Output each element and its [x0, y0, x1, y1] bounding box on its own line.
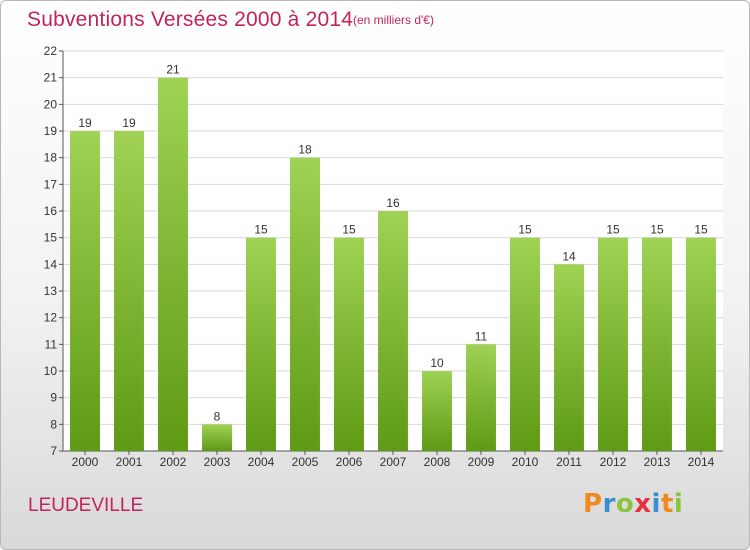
y-tick-label: 14: [44, 257, 58, 271]
x-tick-label: 2004: [248, 455, 275, 469]
y-tick-label: 19: [44, 124, 58, 138]
bar-2005: [290, 157, 320, 451]
data-label-2014: 15: [694, 223, 708, 237]
y-tick-label: 21: [44, 71, 58, 85]
data-label-2008: 10: [430, 356, 444, 370]
bar-2010: [510, 237, 540, 451]
logo-letter: o: [615, 489, 635, 519]
logo-letter: i: [651, 489, 661, 519]
y-tick-label: 8: [50, 417, 57, 431]
chart-subtitle: (en milliers d'€): [353, 13, 434, 27]
data-label-2005: 18: [298, 143, 312, 157]
data-label-2012: 15: [606, 223, 620, 237]
logo-letter: t: [660, 489, 674, 519]
x-tick-label: 2007: [380, 455, 407, 469]
y-tick-label: 11: [45, 337, 58, 351]
bar-2007: [378, 211, 408, 451]
x-tick-label: 2009: [468, 455, 495, 469]
data-label-2007: 16: [386, 196, 400, 210]
x-tick-label: 2013: [644, 455, 671, 469]
y-tick-label: 13: [44, 284, 58, 298]
x-tick-label: 2008: [424, 455, 451, 469]
data-label-2002: 21: [166, 63, 180, 77]
chart-title: Subventions Versées 2000 à 2014: [27, 8, 354, 31]
y-tick-label: 9: [50, 391, 57, 405]
x-tick-label: 2003: [204, 455, 231, 469]
x-tick-label: 2014: [688, 455, 715, 469]
bar-2008: [422, 371, 452, 451]
data-label-2011: 14: [562, 249, 576, 263]
data-label-2009: 11: [475, 329, 488, 343]
bar-2012: [598, 237, 628, 451]
logo-letter: P: [583, 489, 603, 519]
y-tick-label: 17: [44, 177, 58, 191]
bar-2011: [554, 264, 584, 451]
y-tick-label: 16: [44, 204, 58, 218]
y-tick-label: 20: [44, 97, 58, 111]
y-tick-label: 7: [50, 444, 57, 458]
data-label-2000: 19: [78, 116, 92, 130]
proxiti-logo[interactable]: Proxiti: [583, 489, 683, 519]
data-label-2006: 15: [342, 223, 356, 237]
logo-letter: r: [602, 489, 616, 519]
commune-name: LEUDEVILLE: [28, 495, 144, 516]
y-tick-label: 18: [44, 151, 58, 165]
bar-2006: [334, 237, 364, 451]
data-label-2010: 15: [518, 223, 532, 237]
y-tick-label: 15: [44, 231, 58, 245]
data-label-2003: 8: [214, 409, 221, 423]
bar-2003: [202, 424, 232, 451]
x-tick-label: 2000: [72, 455, 99, 469]
bar-2002: [158, 77, 188, 452]
data-label-2001: 19: [122, 116, 136, 130]
x-tick-label: 2002: [160, 455, 187, 469]
x-tick-label: 2011: [556, 455, 582, 469]
x-tick-label: 2005: [292, 455, 319, 469]
x-tick-label: 2010: [512, 455, 539, 469]
bar-2004: [246, 237, 276, 451]
bar-2001: [114, 131, 144, 451]
data-label-2004: 15: [254, 223, 268, 237]
x-tick-label: 2001: [116, 455, 143, 469]
y-tick-label: 22: [44, 44, 58, 58]
bar-2000: [70, 131, 100, 451]
y-tick-label: 12: [44, 311, 58, 325]
bar-2009: [466, 344, 496, 451]
x-tick-label: 2006: [336, 455, 363, 469]
logo-letter: i: [673, 489, 684, 519]
data-label-2013: 15: [650, 223, 664, 237]
x-tick-label: 2012: [600, 455, 627, 469]
bar-2013: [642, 237, 672, 451]
bar-2014: [686, 237, 716, 451]
y-tick-label: 10: [44, 364, 58, 378]
logo-letter: x: [634, 489, 652, 519]
